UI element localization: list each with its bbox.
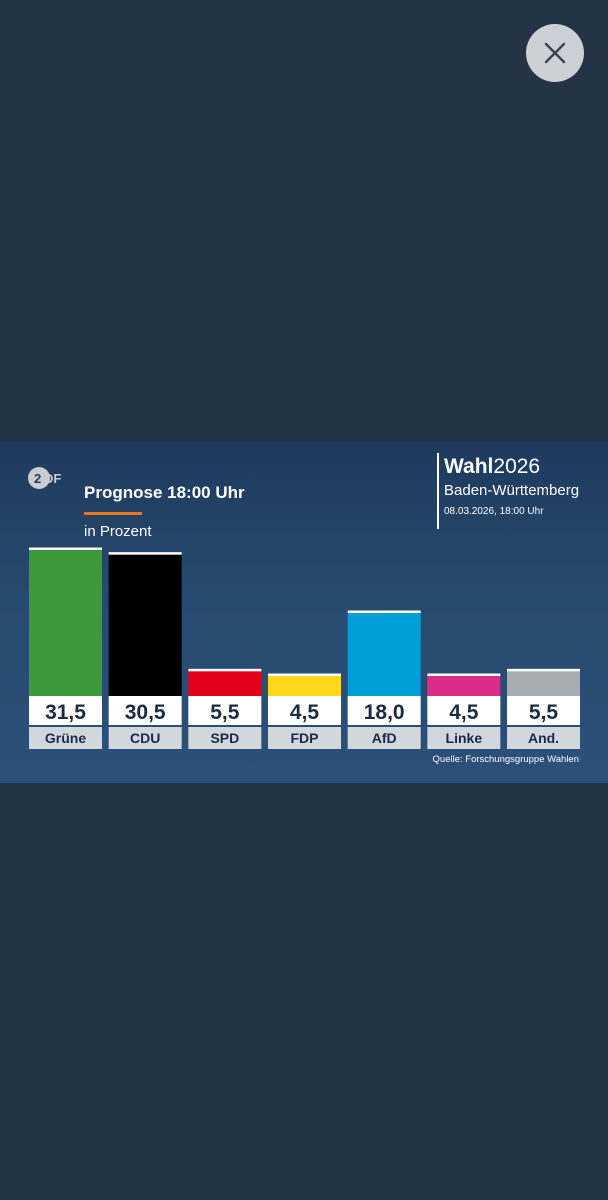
brand-wordmark: Wahl2026 xyxy=(444,456,579,478)
election-brand: Wahl2026 Baden-Württemberg 08.03.2026, 1… xyxy=(437,453,579,529)
category-label: Grüne xyxy=(45,730,86,746)
value-label: 5,5 xyxy=(529,701,559,724)
bar-grüne xyxy=(29,549,102,696)
bar-top-line xyxy=(507,668,581,672)
category-label: FDP xyxy=(291,730,319,746)
value-label: 18,0 xyxy=(364,701,405,724)
category-label: Linke xyxy=(446,730,483,746)
category-box xyxy=(427,727,501,749)
value-label: 31,5 xyxy=(45,701,86,724)
chart-title: Prognose 18:00 Uhr xyxy=(84,483,245,502)
value-label: 30,5 xyxy=(125,701,166,724)
category-box xyxy=(268,727,342,749)
value-box xyxy=(347,696,421,725)
category-label: SPD xyxy=(210,730,239,746)
svg-text:2: 2 xyxy=(34,471,41,486)
value-box xyxy=(188,696,262,725)
bar-cdu xyxy=(108,553,182,696)
source-note: Quelle: Forschungsgruppe Wahlen xyxy=(432,754,579,765)
close-button[interactable] xyxy=(526,24,584,82)
bar-chart: 31,5 Grüne 30,5 CDU 5,5 SPD 4,5 FDP 18,0 AfD 4,5 Li… xyxy=(29,547,581,749)
category-box xyxy=(347,727,421,749)
bar-and xyxy=(507,670,581,696)
bar-spd xyxy=(188,670,262,696)
bar-afd xyxy=(347,612,421,696)
value-box xyxy=(268,696,342,725)
bar-top-line xyxy=(108,552,182,555)
bar-linke xyxy=(427,675,501,696)
brand-wahl: Wahl xyxy=(444,455,494,478)
chart-subtitle: in Prozent xyxy=(84,523,152,540)
brand-region: Baden-Württemberg xyxy=(444,482,580,499)
bar-top-line xyxy=(29,547,102,550)
value-box xyxy=(108,696,182,725)
value-label: 5,5 xyxy=(210,701,240,724)
category-box xyxy=(188,727,262,749)
value-box xyxy=(427,696,501,725)
brand-date: 08.03.2026, 18:00 Uhr xyxy=(444,506,544,517)
bar-top-line xyxy=(347,610,421,613)
category-box xyxy=(507,727,581,749)
value-box xyxy=(29,696,102,725)
value-box xyxy=(507,696,581,725)
zdf-logo-icon: 2 DF xyxy=(28,467,61,489)
bar-top-line xyxy=(427,673,501,676)
bar-fdp xyxy=(268,675,342,696)
bar-top-line xyxy=(268,673,342,676)
category-label: CDU xyxy=(130,730,160,746)
value-label: 4,5 xyxy=(449,701,479,724)
brand-year: 2026 xyxy=(493,455,541,478)
bar-top-line xyxy=(188,668,262,672)
category-label: And. xyxy=(528,730,559,746)
value-label: 4,5 xyxy=(290,701,320,724)
close-icon xyxy=(544,42,566,64)
category-label: AfD xyxy=(372,730,397,746)
svg-text:DF: DF xyxy=(44,471,61,486)
category-box xyxy=(29,727,102,749)
category-box xyxy=(108,727,182,749)
election-graphic: 2 DF Prognose 18:00 Uhr in Prozent Wahl2… xyxy=(0,441,608,783)
title-underline xyxy=(84,512,142,515)
